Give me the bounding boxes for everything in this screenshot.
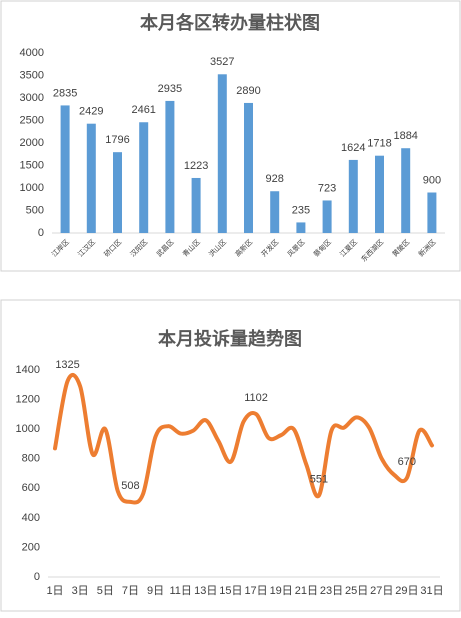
- data-label: 670: [398, 456, 416, 468]
- y-tick-label: 1400: [16, 364, 40, 376]
- bar: [375, 155, 384, 233]
- y-tick-label: 600: [22, 482, 40, 494]
- data-label: 2461: [131, 104, 155, 116]
- x-tick-label: 31日: [420, 585, 443, 597]
- x-tick-label: 1日: [46, 585, 63, 597]
- data-label: 508: [121, 480, 139, 492]
- x-tick-label: 19日: [270, 585, 293, 597]
- x-tick-label: 7日: [122, 585, 139, 597]
- y-tick-label: 2000: [20, 137, 44, 149]
- bar: [427, 192, 437, 233]
- bar: [191, 177, 201, 233]
- data-label: 1884: [393, 130, 417, 142]
- y-tick-label: 0: [38, 227, 44, 239]
- bar: [165, 100, 175, 233]
- x-tick-label: 17日: [244, 585, 267, 597]
- data-label: 1102: [244, 392, 268, 404]
- data-label: 2935: [158, 83, 182, 95]
- x-tick-label: 23日: [320, 585, 343, 597]
- y-tick-label: 500: [26, 204, 44, 216]
- data-label: 1624: [341, 142, 365, 154]
- data-label: 3527: [210, 56, 234, 68]
- chart-title: 本月各区转办量柱状图: [140, 12, 320, 33]
- data-label: 1223: [184, 160, 208, 172]
- y-tick-label: 200: [22, 541, 40, 553]
- y-tick-label: 3500: [20, 69, 44, 81]
- y-tick-label: 4000: [20, 47, 44, 59]
- data-label: 235: [292, 204, 310, 216]
- data-label: 2890: [236, 85, 260, 97]
- y-tick-label: 0: [34, 571, 40, 583]
- data-label: 1796: [105, 134, 129, 146]
- data-label: 1325: [55, 359, 79, 371]
- data-label: 551: [310, 473, 328, 485]
- y-tick-label: 1500: [20, 159, 44, 171]
- x-tick-label: 25日: [345, 585, 368, 597]
- x-tick-label: 9日: [147, 585, 164, 597]
- bar: [217, 74, 227, 233]
- data-label: 2835: [53, 87, 77, 99]
- y-tick-label: 2500: [20, 114, 44, 126]
- bar: [139, 122, 149, 233]
- y-tick-label: 800: [22, 453, 40, 465]
- y-tick-label: 1200: [16, 393, 40, 405]
- y-tick-label: 1000: [16, 423, 40, 435]
- data-label: 900: [423, 174, 441, 186]
- bar: [401, 148, 411, 233]
- bar: [244, 102, 253, 233]
- x-tick-label: 29日: [395, 585, 418, 597]
- y-tick-label: 1000: [20, 182, 44, 194]
- x-tick-label: 15日: [219, 585, 242, 597]
- x-tick-label: 21日: [295, 585, 318, 597]
- line: [53, 372, 434, 505]
- data-label: 928: [266, 173, 284, 185]
- bar: [86, 123, 96, 233]
- panel: [0, 299, 461, 612]
- bar: [348, 159, 358, 233]
- x-tick-label: 11日: [169, 585, 191, 597]
- panel: [0, 0, 461, 272]
- y-tick-label: 400: [22, 512, 40, 524]
- bar: [270, 191, 280, 233]
- x-tick-label: 5日: [97, 585, 114, 597]
- x-tick-label: 27日: [370, 585, 393, 597]
- x-tick-label: 13日: [194, 585, 217, 597]
- y-tick-label: 3000: [20, 92, 44, 104]
- bar: [296, 222, 306, 233]
- data-label: 723: [318, 182, 336, 194]
- bar: [60, 105, 70, 233]
- data-label: 1718: [367, 138, 391, 150]
- bar: [322, 200, 332, 233]
- bar: [113, 152, 122, 233]
- x-tick-label: 3日: [72, 585, 89, 597]
- data-label: 2429: [79, 106, 103, 118]
- chart-title: 本月投诉量趋势图: [158, 328, 302, 349]
